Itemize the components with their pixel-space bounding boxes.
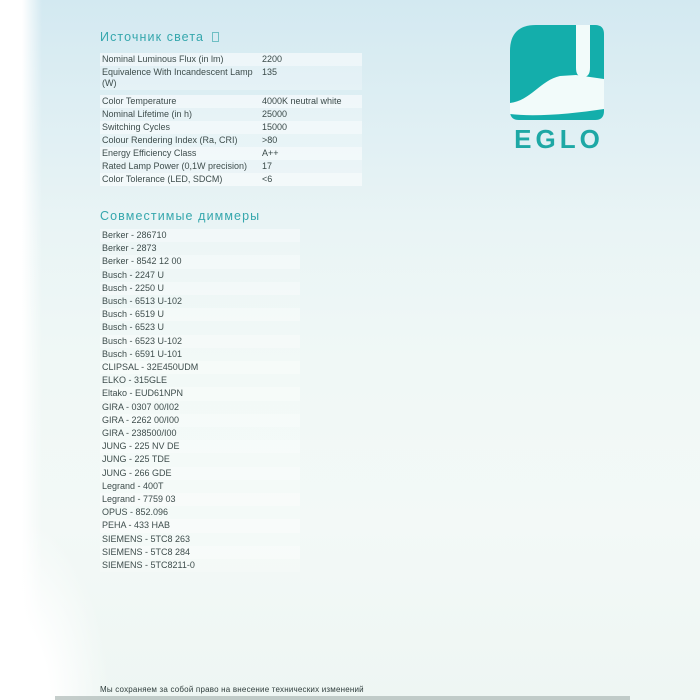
- spec-row: Color Temperature 4000K neutral white: [100, 95, 362, 108]
- spec-label: Switching Cycles: [102, 122, 171, 132]
- spec-label: Nominal Lifetime (in h): [102, 109, 193, 119]
- list-item: ELKO - 315GLE: [100, 374, 300, 388]
- spec-label: Nominal Luminous Flux (in lm): [102, 54, 224, 64]
- list-item: GIRA - 2262 00/I00: [100, 413, 300, 428]
- spec-value: 135: [262, 67, 278, 77]
- list-item: CLIPSAL - 32E450UDM: [100, 361, 300, 375]
- spec-value: 17: [262, 161, 273, 171]
- footer-disclaimer: Мы сохраняем за собой право на внесение …: [100, 685, 364, 694]
- eglo-logo: EGLO: [510, 25, 604, 155]
- light-source-heading: Источник света: [100, 30, 435, 44]
- spec-label: Colour Rendering Index (Ra, CRI): [102, 135, 238, 145]
- spec-value: <6: [262, 174, 273, 184]
- list-item: Legrand - 7759 03: [100, 493, 300, 507]
- list-item: Busch - 6519 U: [100, 308, 300, 322]
- spec-row: Energy Efficiency Class A++: [100, 147, 362, 160]
- list-item: Busch - 6523 U: [100, 321, 300, 335]
- spec-value: 4000K neutral white: [262, 96, 342, 106]
- list-item: SIEMENS - 5TC8211-0: [100, 559, 300, 573]
- list-item: Berker - 286710: [100, 229, 300, 243]
- list-item: SIEMENS - 5TC8 263: [100, 532, 300, 546]
- spec-value: 15000: [262, 122, 288, 132]
- list-item: JUNG - 266 GDE: [100, 466, 300, 480]
- list-item: Busch - 6513 U-102: [100, 295, 300, 309]
- spec-row: Nominal Lifetime (in h) 25000: [100, 108, 362, 121]
- spec-label: Energy Efficiency Class: [102, 148, 197, 158]
- list-item: Berker - 8542 12 00: [100, 255, 300, 269]
- spec-row: Colour Rendering Index (Ra, CRI) >80: [100, 134, 362, 147]
- spec-table: Nominal Luminous Flux (in lm) 2200 Equival…: [100, 53, 362, 186]
- dimmer-list: Berker - 286710 Berker - 2873 Berker - 854…: [100, 229, 300, 573]
- spec-row: Nominal Luminous Flux (in lm) 2200: [100, 53, 362, 66]
- spec-label: Color Temperature: [102, 96, 177, 106]
- spec-row: Equivalence With Incandescent Lamp (W) 13…: [100, 66, 362, 90]
- list-item: JUNG - 225 NV DE: [100, 440, 300, 454]
- spec-value: >80: [262, 135, 278, 145]
- pendant-lamp-icon: [510, 25, 604, 120]
- list-item: GIRA - 0307 00/I02: [100, 400, 300, 414]
- list-item: PEHA - 433 HAB: [100, 519, 300, 533]
- list-item: Eltako - EUD61NPN: [100, 387, 300, 401]
- list-item: SIEMENS - 5TC8 284: [100, 545, 300, 560]
- list-item: Busch - 6591 U-101: [100, 347, 300, 362]
- spec-value: 25000: [262, 109, 288, 119]
- dimmers-heading-label: Совместимые диммеры: [100, 209, 261, 223]
- dimmers-heading: Совместимые диммеры: [100, 209, 435, 223]
- spec-label: Equivalence With Incandescent Lamp (W): [102, 67, 253, 88]
- list-item: JUNG - 225 TDE: [100, 453, 300, 467]
- spec-content: Источник света Nominal Luminous Flux (in…: [100, 30, 435, 573]
- spec-row: Rated Lamp Power (0,1W precision) 17: [100, 160, 362, 173]
- missing-glyph-icon: [212, 32, 220, 42]
- list-item: Busch - 2250 U: [100, 281, 300, 296]
- spec-row: Switching Cycles 15000: [100, 121, 362, 134]
- list-item: Berker - 2873: [100, 242, 300, 256]
- light-source-heading-label: Источник света: [100, 30, 205, 44]
- list-item: Busch - 2247 U: [100, 268, 300, 282]
- list-item: Legrand - 400T: [100, 479, 300, 494]
- list-item: GIRA - 238500/I00: [100, 427, 300, 441]
- spec-label: Rated Lamp Power (0,1W precision): [102, 161, 248, 171]
- spec-row: Color Tolerance (LED, SDCM) <6: [100, 173, 362, 186]
- eglo-wordmark: EGLO: [514, 124, 604, 154]
- spec-value: 2200: [262, 54, 283, 64]
- spec-label: Color Tolerance (LED, SDCM): [102, 174, 223, 184]
- page-bottom-edge: [55, 696, 630, 700]
- spec-value: A++: [262, 148, 279, 158]
- list-item: OPUS - 852.096: [100, 506, 300, 520]
- list-item: Busch - 6523 U-102: [100, 334, 300, 348]
